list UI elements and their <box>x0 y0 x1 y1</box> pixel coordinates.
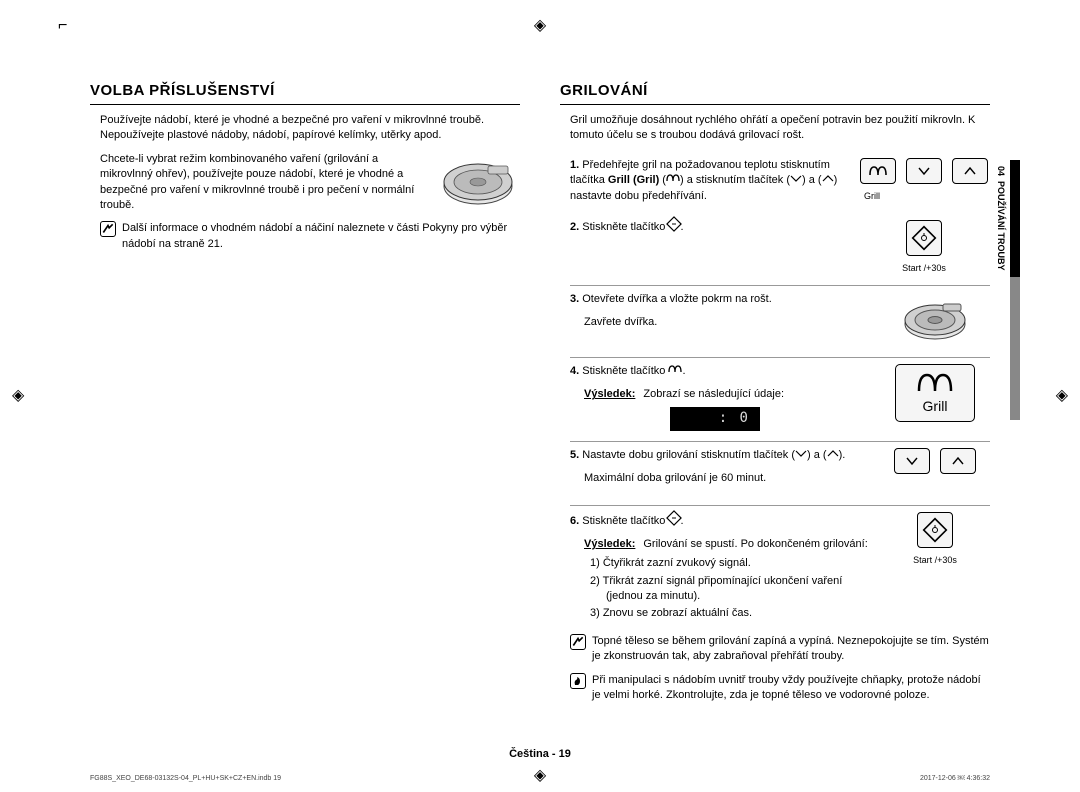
step-4: 4. Stiskněte tlačítko . Výsledek: Zobraz… <box>570 358 990 442</box>
sub3: 3) Znovu se zobrazí aktuální čas. <box>590 606 868 621</box>
device-illustration <box>435 152 520 212</box>
note-accessories: Další informace o vhodném nádobí a náčin… <box>100 221 520 252</box>
sub1: 1) Čtyřikrát zazní zvukový signál. <box>590 556 868 571</box>
step-1-2: 1. Předehřejte gril na požadovanou teplo… <box>570 152 990 286</box>
start-icon <box>668 512 680 524</box>
page-footer: Čeština - 19 <box>0 747 1080 762</box>
registration-top: ◈ <box>534 15 546 37</box>
result-label: Výsledek: <box>584 387 635 402</box>
down-button[interactable] <box>894 448 930 474</box>
down-button[interactable] <box>906 158 942 184</box>
heading-grilling: GRILOVÁNÍ <box>560 80 990 105</box>
side-tab: 04 POUŽÍVÁNÍ TROUBY <box>991 160 1020 277</box>
start-button-label: Start /+30s <box>913 554 957 567</box>
print-meta-date: 2017-12-06 ￼ 4:36:32 <box>920 774 990 784</box>
display-readout: : 0 <box>670 407 760 431</box>
note-hot: Při manipulaci s nádobím uvnitř trouby v… <box>570 673 990 704</box>
grill-icon <box>668 364 682 374</box>
device-illustration-small <box>895 292 975 347</box>
step5a: Nastavte dobu grilování stisknutím tlačí… <box>582 449 791 461</box>
up-icon <box>822 175 834 183</box>
step-3: 3. Otevřete dvířka a vložte pokrm na roš… <box>570 286 990 358</box>
note-heating-text: Topné těleso se během grilování zapíná a… <box>592 634 990 665</box>
column-left: VOLBA PŘÍSLUŠENSTVÍ Používejte nádobí, k… <box>90 80 520 721</box>
grill-button[interactable] <box>860 158 896 184</box>
step-5: 5. Nastavte dobu grilování stisknutím tl… <box>570 442 990 506</box>
print-meta: FG88S_XEO_DE68-03132S-04_PL+HU+SK+CZ+EN.… <box>90 774 990 784</box>
side-tab-num: 04 <box>996 166 1006 176</box>
note-icon <box>100 221 116 237</box>
sub2: 2) Třikrát zazní signál připomínající uk… <box>590 574 868 605</box>
column-right: GRILOVÁNÍ Gril umožňuje dosáhnout rychlé… <box>560 80 990 721</box>
registration-right: ◈ <box>1056 385 1068 407</box>
caution-hot-icon <box>570 673 586 689</box>
step1-text: 1. Předehřejte gril na požadovanou teplo… <box>570 158 846 204</box>
result6-text: Grilování se spustí. Po dokončeném grilo… <box>643 537 868 552</box>
registration-left: ◈ <box>12 385 24 407</box>
grilling-intro: Gril umožňuje dosáhnout rychlého ohřátí … <box>570 113 990 144</box>
crop-mark-tl: ⌐ <box>58 15 67 37</box>
note-hot-text: Při manipulaci s nádobím uvnitř trouby v… <box>592 673 990 704</box>
step3b: Zavřete dvířka. <box>570 315 868 330</box>
grill-icon <box>666 173 680 183</box>
start-button-label: Start /+30s <box>902 262 946 275</box>
down-icon <box>790 175 802 183</box>
up-button[interactable] <box>952 158 988 184</box>
note-accessories-text: Další informace o vhodném nádobí a náčin… <box>122 221 520 252</box>
print-meta-file: FG88S_XEO_DE68-03132S-04_PL+HU+SK+CZ+EN.… <box>90 774 281 784</box>
heading-accessories: VOLBA PŘÍSLUŠENSTVÍ <box>90 80 520 105</box>
note-heating: Topné těleso se během grilování zapíná a… <box>570 634 990 665</box>
accessories-p1: Používejte nádobí, které je vhodné a bez… <box>100 113 520 144</box>
result4-text: Zobrazí se následující údaje: <box>643 387 868 402</box>
start-button[interactable] <box>917 512 953 548</box>
up-button[interactable] <box>940 448 976 474</box>
result-label: Výsledek: <box>584 537 635 552</box>
up-icon <box>827 450 839 458</box>
step5b: Maximální doba grilování je 60 minut. <box>570 471 868 486</box>
start-icon <box>668 218 680 230</box>
start-button[interactable] <box>906 220 942 256</box>
side-tab-text: POUŽÍVÁNÍ TROUBY <box>996 181 1006 271</box>
step4: Stiskněte tlačítko <box>582 365 668 377</box>
grill-button-label: Grill <box>864 190 880 203</box>
step3a: Otevřete dvířka a vložte pokrm na rošt. <box>582 293 772 305</box>
step6: Stiskněte tlačítko <box>582 515 668 527</box>
down-icon <box>795 450 807 458</box>
note-icon <box>570 634 586 650</box>
step-6: 6. Stiskněte tlačítko . Výsledek: Grilov… <box>570 506 990 722</box>
step2-text: 2. Stiskněte tlačítko . <box>570 218 846 235</box>
grill-big-button[interactable]: Grill <box>895 364 975 422</box>
